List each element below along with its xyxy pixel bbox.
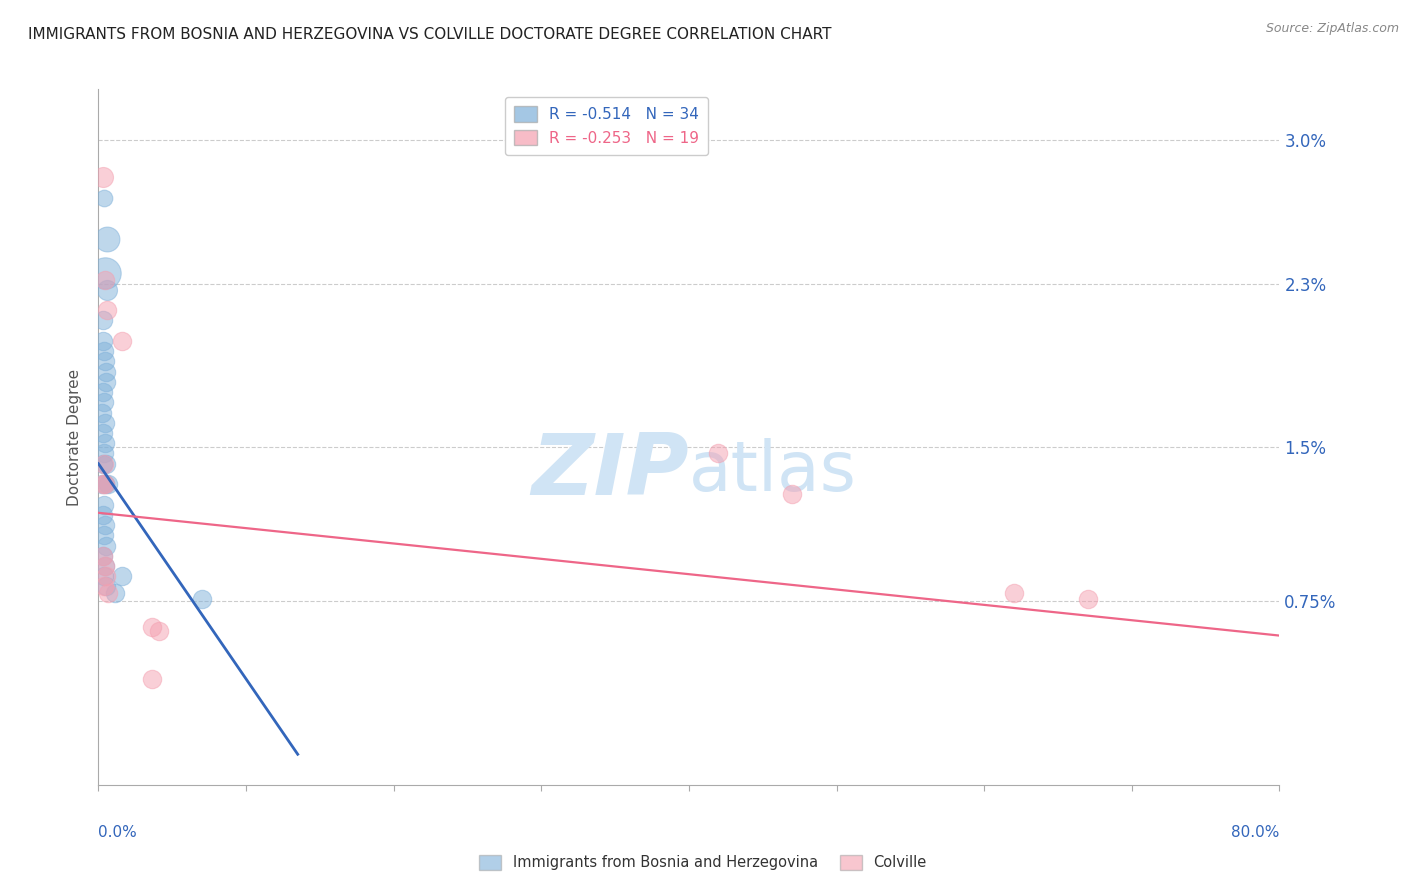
Point bbox=[93, 498, 115, 512]
Point bbox=[91, 508, 114, 522]
Legend: R = -0.514   N = 34, R = -0.253   N = 19: R = -0.514 N = 34, R = -0.253 N = 19 bbox=[505, 97, 709, 155]
Point bbox=[96, 283, 118, 297]
Point bbox=[93, 446, 115, 460]
Point bbox=[93, 344, 115, 359]
Point bbox=[91, 549, 114, 563]
Point bbox=[94, 416, 117, 430]
Point bbox=[93, 559, 115, 574]
Point bbox=[91, 405, 114, 419]
Point bbox=[91, 549, 114, 563]
Point bbox=[94, 365, 117, 379]
Point bbox=[94, 375, 117, 389]
Point bbox=[94, 518, 117, 533]
Text: 0.0%: 0.0% bbox=[98, 825, 138, 840]
Point bbox=[93, 395, 115, 409]
Point bbox=[111, 569, 134, 583]
Point bbox=[93, 477, 115, 491]
Point bbox=[91, 457, 114, 471]
Point bbox=[91, 477, 114, 491]
Point bbox=[1077, 591, 1099, 606]
Point bbox=[1002, 585, 1025, 599]
Point bbox=[111, 334, 134, 348]
Point bbox=[141, 672, 163, 686]
Point bbox=[94, 579, 117, 593]
Text: IMMIGRANTS FROM BOSNIA AND HERZEGOVINA VS COLVILLE DOCTORATE DEGREE CORRELATION : IMMIGRANTS FROM BOSNIA AND HERZEGOVINA V… bbox=[28, 27, 831, 42]
Text: atlas: atlas bbox=[689, 438, 856, 506]
Point bbox=[93, 191, 115, 205]
Point bbox=[104, 585, 127, 599]
Point bbox=[91, 334, 114, 348]
Point bbox=[148, 624, 170, 639]
Point bbox=[141, 620, 163, 634]
Point bbox=[93, 579, 115, 593]
Point bbox=[91, 385, 114, 400]
Point bbox=[91, 313, 114, 327]
Point bbox=[93, 559, 115, 574]
Point bbox=[93, 272, 115, 286]
Point bbox=[91, 477, 114, 491]
Point bbox=[94, 436, 117, 450]
Point bbox=[93, 477, 115, 491]
Y-axis label: Doctorate Degree: Doctorate Degree bbox=[67, 368, 83, 506]
Point bbox=[97, 585, 120, 599]
Point bbox=[707, 446, 730, 460]
Point bbox=[91, 170, 114, 185]
Point bbox=[782, 487, 804, 501]
Text: Source: ZipAtlas.com: Source: ZipAtlas.com bbox=[1265, 22, 1399, 36]
Point bbox=[91, 425, 114, 440]
Text: 80.0%: 80.0% bbox=[1232, 825, 1279, 840]
Point bbox=[96, 231, 118, 245]
Point bbox=[94, 569, 117, 583]
Legend: Immigrants from Bosnia and Herzegovina, Colville: Immigrants from Bosnia and Herzegovina, … bbox=[474, 848, 932, 876]
Point bbox=[191, 591, 214, 606]
Point bbox=[96, 457, 118, 471]
Point bbox=[94, 354, 117, 368]
Point bbox=[93, 457, 115, 471]
Text: ZIP: ZIP bbox=[531, 430, 689, 514]
Point bbox=[93, 266, 115, 280]
Point bbox=[97, 477, 120, 491]
Point bbox=[96, 303, 118, 318]
Point bbox=[94, 539, 117, 553]
Point bbox=[93, 569, 115, 583]
Point bbox=[93, 528, 115, 542]
